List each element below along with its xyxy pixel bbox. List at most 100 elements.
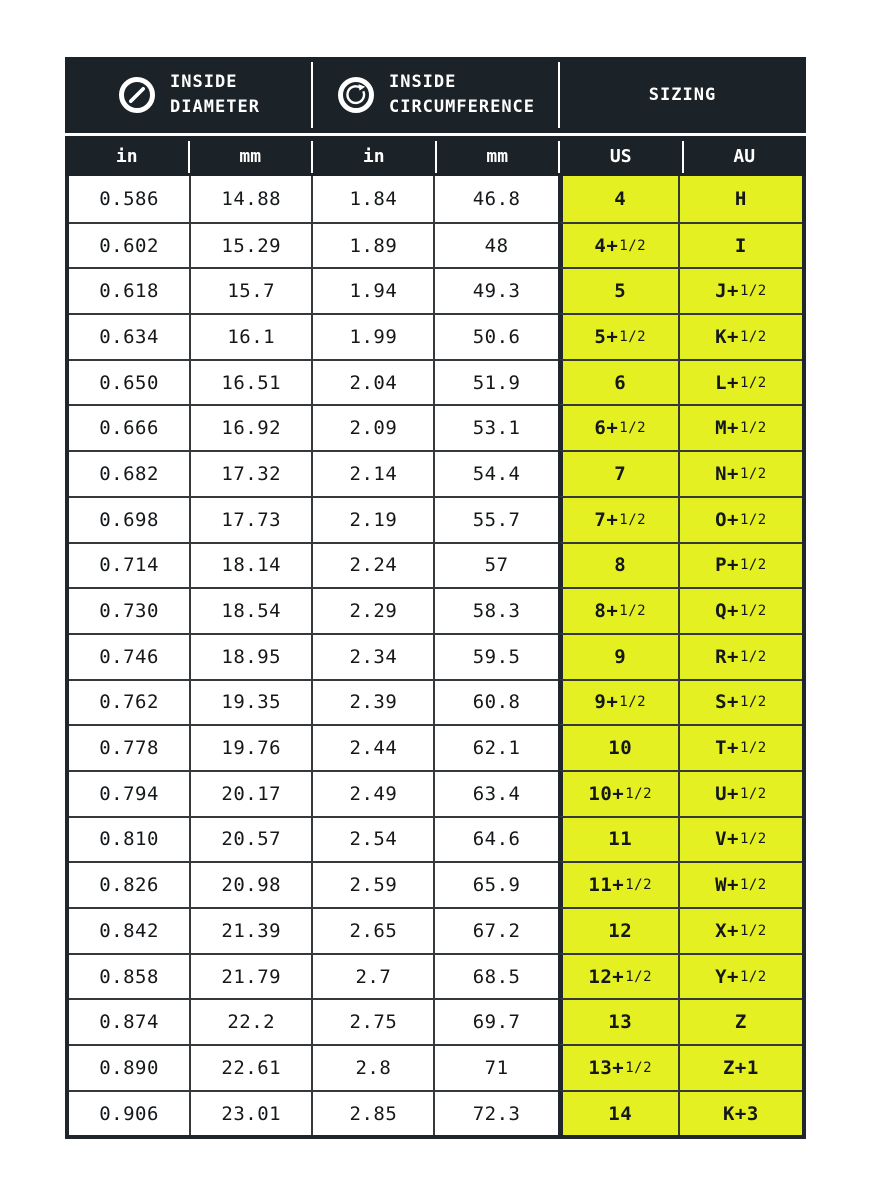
cell-circumference-mm: 67.2	[435, 907, 558, 953]
cell-size-us: 10+ 1/2	[557, 769, 680, 816]
cell-diameter-mm: 18.54	[191, 587, 314, 633]
cell-diameter-in: 0.794	[69, 769, 192, 816]
table-row: 0.698 17.73 2.19 55.7 7+ 1/2 O+ 1/2	[69, 495, 802, 542]
cell-circumference-mm: 51.9	[435, 358, 558, 405]
cell-circumference-in: 2.85	[313, 1089, 436, 1136]
cell-size-au: K+ 1/2	[679, 313, 802, 359]
cell-size-us: 11+ 1/2	[557, 861, 680, 907]
cell-circumference-mm: 69.7	[435, 998, 558, 1044]
table-row: 0.618 15.7 1.94 49.3 5 J+ 1/2	[69, 267, 802, 314]
cell-diameter-mm: 18.14	[191, 541, 314, 588]
cell-size-au: R+ 1/2	[679, 632, 802, 679]
cell-size-us: 4+ 1/2	[557, 221, 680, 268]
header-group-row: INSIDE DIAMETER INSIDE CIRCUMFERENCE	[65, 57, 806, 133]
cell-diameter-in: 0.826	[69, 861, 192, 907]
cell-diameter-in: 0.698	[69, 495, 192, 542]
cell-circumference-mm: 65.9	[435, 861, 558, 907]
cell-diameter-in: 0.666	[69, 404, 192, 451]
cell-circumference-mm: 68.5	[435, 952, 558, 999]
cell-size-us: 13+ 1/2	[557, 1044, 680, 1090]
cell-circumference-in: 2.7	[313, 952, 436, 999]
header-group-inside-diameter: INSIDE DIAMETER	[65, 57, 313, 133]
cell-diameter-mm: 21.79	[191, 952, 314, 999]
cell-diameter-in: 0.682	[69, 450, 192, 496]
table-row: 0.842 21.39 2.65 67.2 12 X+ 1/2	[69, 907, 802, 953]
cell-diameter-mm: 14.88	[191, 176, 314, 222]
cell-size-us: 8+ 1/2	[557, 587, 680, 633]
cell-size-au: K+3	[679, 1089, 802, 1136]
cell-circumference-mm: 59.5	[435, 632, 558, 679]
cell-diameter-mm: 15.7	[191, 267, 314, 314]
cell-circumference-in: 2.65	[313, 907, 436, 953]
cell-circumference-mm: 63.4	[435, 769, 558, 816]
cell-diameter-in: 0.762	[69, 678, 192, 725]
cell-circumference-mm: 72.3	[435, 1089, 558, 1136]
cell-diameter-mm: 17.73	[191, 495, 314, 542]
cell-diameter-in: 0.618	[69, 267, 192, 314]
cell-diameter-mm: 23.01	[191, 1089, 314, 1136]
cell-circumference-in: 2.24	[313, 541, 436, 588]
cell-size-au: M+ 1/2	[679, 404, 802, 451]
cell-size-au: N+ 1/2	[679, 450, 802, 496]
cell-circumference-in: 2.09	[313, 404, 436, 451]
cell-circumference-in: 2.44	[313, 724, 436, 770]
cell-diameter-in: 0.778	[69, 724, 192, 770]
cell-size-au: J+ 1/2	[679, 267, 802, 314]
cell-size-us: 12+ 1/2	[557, 952, 680, 999]
table-row: 0.746 18.95 2.34 59.5 9 R+ 1/2	[69, 632, 802, 679]
cell-size-us: 11	[557, 815, 680, 862]
cell-diameter-in: 0.890	[69, 1044, 192, 1090]
cell-circumference-mm: 49.3	[435, 267, 558, 313]
cell-diameter-mm: 18.95	[191, 632, 314, 679]
cell-size-us: 5	[557, 267, 680, 314]
cell-diameter-in: 0.730	[69, 587, 192, 633]
cell-circumference-in: 2.8	[313, 1044, 436, 1090]
cell-circumference-in: 2.14	[313, 450, 436, 496]
unit-header-diameter-mm: mm	[189, 136, 313, 176]
cell-circumference-in: 2.49	[313, 769, 436, 816]
cell-diameter-in: 0.842	[69, 907, 192, 953]
cell-size-au: O+ 1/2	[679, 495, 802, 542]
cell-diameter-in: 0.634	[69, 313, 192, 359]
cell-diameter-mm: 20.57	[191, 815, 314, 862]
table-row: 0.858 21.79 2.7 68.5 12+ 1/2 Y+ 1/2	[69, 952, 802, 999]
cell-circumference-mm: 55.7	[435, 495, 558, 542]
cell-diameter-in: 0.586	[69, 176, 192, 222]
cell-size-us: 10	[557, 724, 680, 770]
unit-header-size-au: AU	[733, 145, 756, 167]
cell-diameter-in: 0.714	[69, 541, 192, 588]
table-row: 0.714 18.14 2.24 57 8 P+ 1/2	[69, 541, 802, 588]
cell-circumference-mm: 57	[435, 541, 558, 588]
cell-diameter-mm: 20.98	[191, 861, 314, 907]
table-row: 0.874 22.2 2.75 69.7 13 Z	[69, 998, 802, 1045]
cell-size-au: T+ 1/2	[679, 724, 802, 770]
cell-diameter-in: 0.746	[69, 632, 192, 679]
table-row: 0.794 20.17 2.49 63.4 10+ 1/2 U+ 1/2	[69, 769, 802, 816]
cell-size-au: S+ 1/2	[679, 678, 802, 725]
cell-diameter-mm: 22.61	[191, 1044, 314, 1090]
cell-circumference-in: 2.75	[313, 998, 436, 1045]
table-row: 0.586 14.88 1.84 46.8 4 H	[69, 176, 802, 222]
cell-circumference-mm: 62.1	[435, 724, 558, 770]
header-group-title: SIZING	[648, 84, 717, 105]
cell-circumference-mm: 64.6	[435, 815, 558, 862]
cell-circumference-mm: 54.4	[435, 450, 558, 496]
header-group-inside-circumference: INSIDE CIRCUMFERENCE	[312, 57, 560, 133]
cell-diameter-mm: 20.17	[191, 769, 314, 816]
unit-header-size-us: US	[559, 136, 683, 176]
header-group-title: INSIDE CIRCUMFERENCE	[388, 72, 536, 117]
cell-size-au: Q+ 1/2	[679, 587, 802, 633]
table-row: 0.778 19.76 2.44 62.1 10 T+ 1/2	[69, 724, 802, 770]
table-row: 0.810 20.57 2.54 64.6 11 V+ 1/2	[69, 815, 802, 862]
cell-circumference-in: 1.99	[313, 313, 436, 359]
cell-diameter-in: 0.650	[69, 358, 192, 405]
cell-size-us: 9+ 1/2	[557, 678, 680, 725]
cell-size-us: 5+ 1/2	[557, 313, 680, 359]
cell-size-au: Y+ 1/2	[679, 952, 802, 999]
cell-diameter-mm: 16.92	[191, 404, 314, 451]
cell-size-au: U+ 1/2	[679, 769, 802, 816]
cell-size-us: 7+ 1/2	[557, 495, 680, 542]
cell-diameter-in: 0.810	[69, 815, 192, 862]
cell-diameter-mm: 16.51	[191, 358, 314, 405]
cell-size-au: P+ 1/2	[679, 541, 802, 588]
